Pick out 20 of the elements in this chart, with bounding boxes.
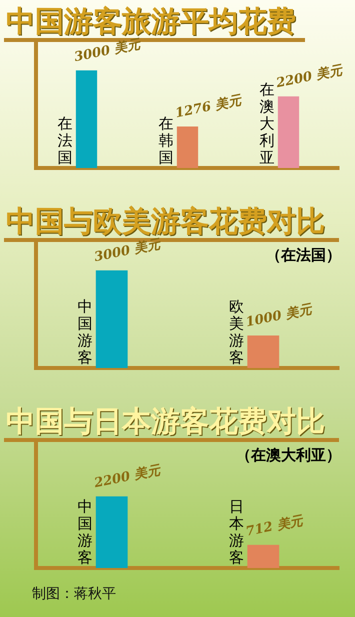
data-label: 1000 美元 xyxy=(244,300,315,330)
x-tick-label: 中国游客 xyxy=(77,297,92,366)
x-tick-label: 在澳大利亚 xyxy=(259,80,274,166)
data-label: 712 美元 xyxy=(244,512,306,540)
data-label: 1276 美元 xyxy=(174,92,244,122)
x-tick-label: 中国游客 xyxy=(77,497,92,566)
text: 制图：蒋秋平 xyxy=(32,585,116,603)
data-label: 2200 美元 xyxy=(274,62,346,92)
data-label: 2200 美元 xyxy=(92,462,164,492)
data-label: 3000 美元 xyxy=(92,236,164,266)
x-tick-label: 欧美游客 xyxy=(228,297,244,366)
chart-subtitle: （在澳大利亚） xyxy=(236,446,341,465)
x-tick-label: 日本游客 xyxy=(228,497,244,566)
data-label: 3000 美元 xyxy=(72,36,144,66)
chart-title: 中国与欧美游客花费对比 xyxy=(6,203,325,238)
x-tick-label: 在韩国 xyxy=(158,114,174,166)
chart-title: 中国与日本游客花费对比 xyxy=(6,403,325,440)
x-tick-label: 在法国 xyxy=(57,114,72,166)
chart-title: 中国游客旅游平均花费 xyxy=(6,3,296,38)
chart-subtitle: （在法国） xyxy=(266,246,341,265)
